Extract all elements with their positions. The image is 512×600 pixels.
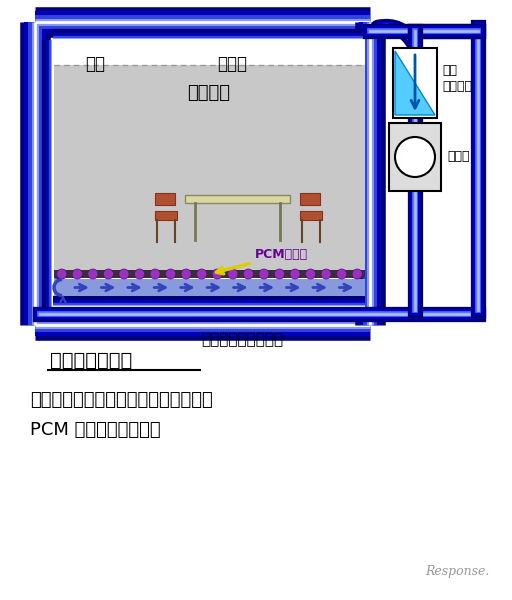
Polygon shape: [395, 51, 435, 115]
Text: PCM蓄熱材: PCM蓄熱材: [217, 248, 308, 274]
Bar: [185, 195, 290, 203]
Ellipse shape: [119, 269, 129, 279]
Ellipse shape: [135, 269, 144, 279]
Text: 切替
ダンパー: 切替 ダンパー: [442, 64, 472, 92]
Bar: [155, 211, 177, 220]
Ellipse shape: [259, 269, 269, 279]
Bar: [393, 48, 437, 118]
Text: 空調機: 空調機: [447, 151, 470, 163]
Text: 天井: 天井: [85, 55, 105, 73]
Ellipse shape: [181, 269, 191, 279]
Text: 天井裏: 天井裏: [217, 55, 247, 73]
Bar: [389, 123, 441, 191]
Text: 室内空間: 室内空間: [187, 84, 230, 102]
Bar: [54, 279, 365, 296]
Ellipse shape: [243, 269, 253, 279]
Ellipse shape: [165, 269, 176, 279]
Ellipse shape: [228, 269, 238, 279]
Ellipse shape: [150, 269, 160, 279]
Ellipse shape: [212, 269, 222, 279]
Bar: [54, 40, 365, 65]
Ellipse shape: [197, 269, 207, 279]
Text: PCM とスラブに蓄熱）: PCM とスラブに蓄熱）: [30, 421, 161, 439]
Bar: [54, 270, 365, 278]
Bar: [155, 193, 175, 205]
Ellipse shape: [352, 269, 362, 279]
Ellipse shape: [72, 269, 82, 279]
Bar: [300, 193, 320, 205]
Ellipse shape: [306, 269, 315, 279]
Ellipse shape: [274, 269, 285, 279]
Text: Response.: Response.: [425, 565, 490, 578]
Text: （二重床内に冷風を循環させることで: （二重床内に冷風を循環させることで: [30, 391, 213, 409]
Ellipse shape: [57, 269, 67, 279]
Text: 夜間蓄熱モード: 夜間蓄熱モード: [50, 350, 132, 370]
Bar: [54, 65, 365, 270]
Bar: [300, 211, 322, 220]
Circle shape: [395, 137, 435, 177]
Ellipse shape: [103, 269, 114, 279]
Ellipse shape: [336, 269, 347, 279]
Ellipse shape: [290, 269, 300, 279]
Ellipse shape: [88, 269, 98, 279]
Text: コンクリートスラブ: コンクリートスラブ: [201, 332, 283, 347]
Ellipse shape: [321, 269, 331, 279]
